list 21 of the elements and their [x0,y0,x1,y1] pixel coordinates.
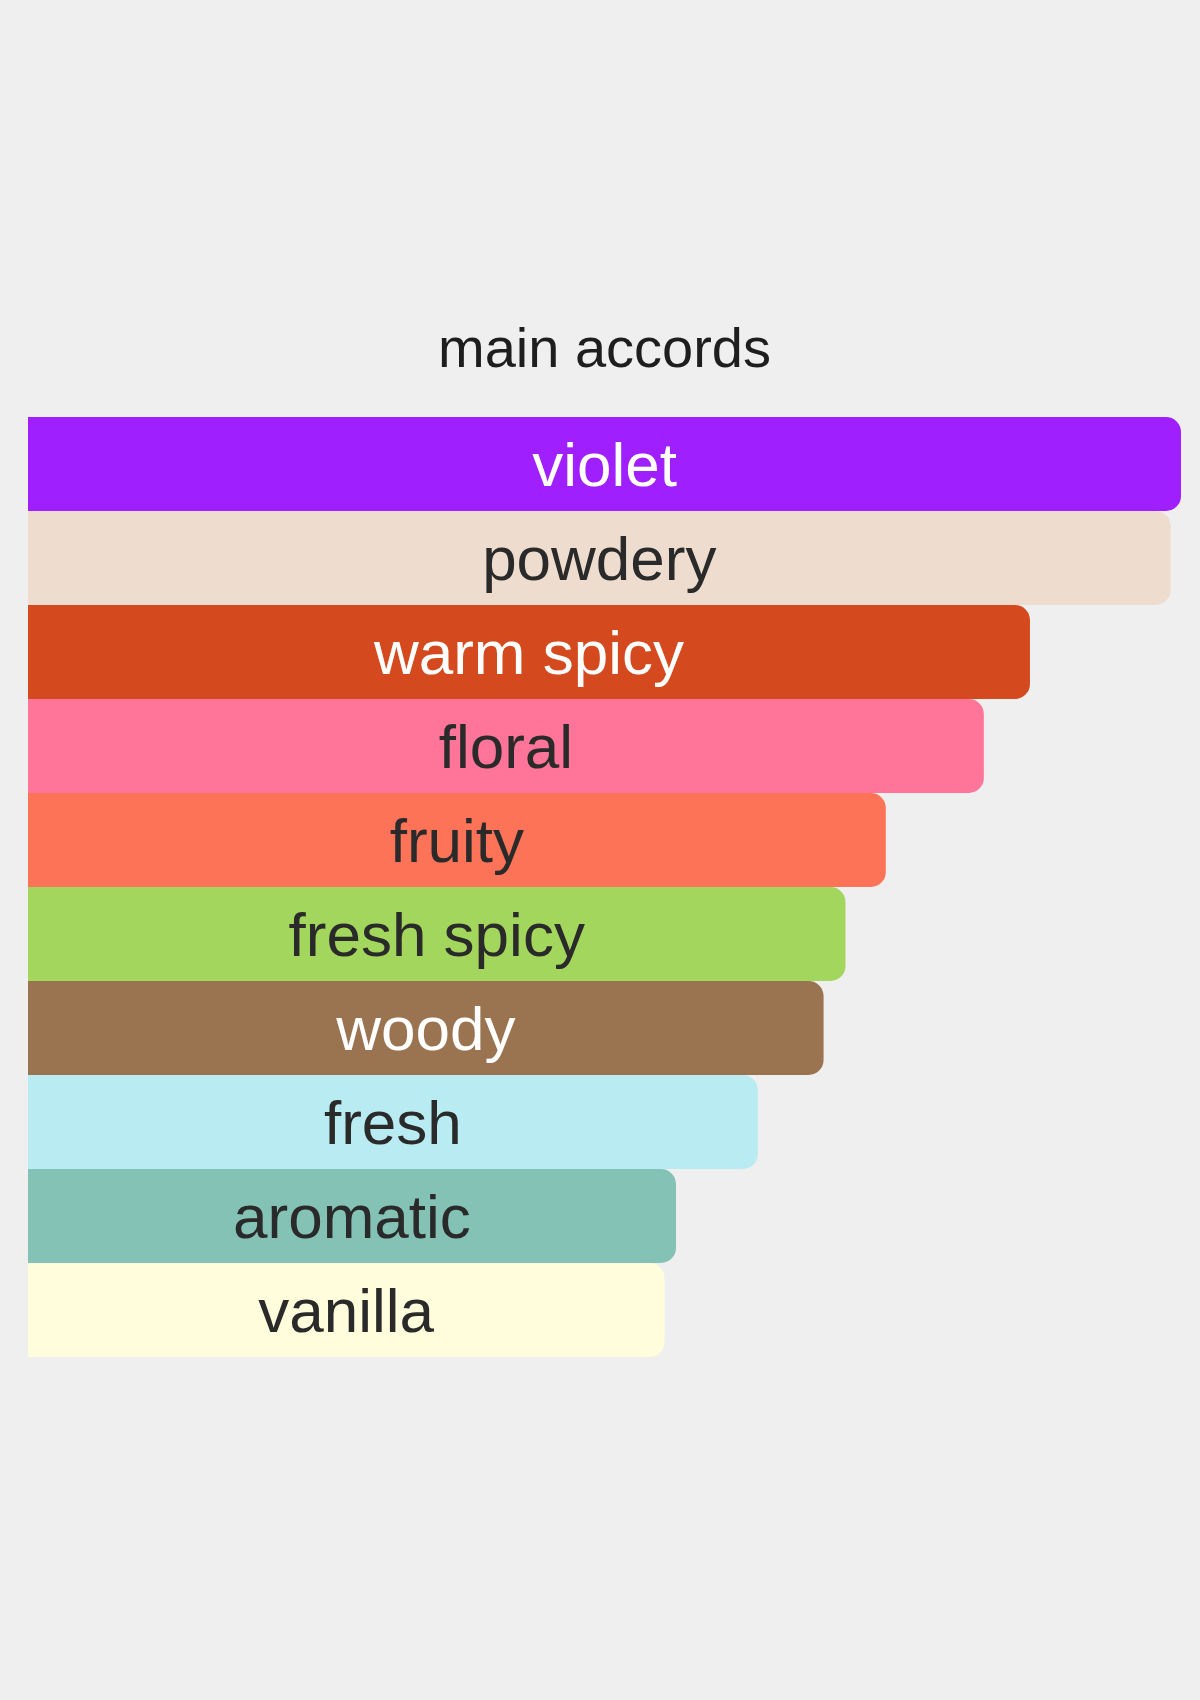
y-tick-label: fresh [324,1087,462,1157]
bar [28,1263,665,1357]
y-tick-label: fruity [389,805,525,875]
y-tick-label: powdery [482,523,717,593]
y-tick-label: warm spicy [372,617,684,687]
bar [28,511,1171,605]
bar [28,699,984,793]
bar [28,793,886,887]
chart-title: main accords [437,316,772,379]
bar [28,417,1181,511]
y-tick-label: floral [438,711,574,781]
y-tick-label: violet [532,429,677,499]
bar [28,887,846,981]
bar [28,1169,676,1263]
y-tick-label: vanilla [258,1275,435,1345]
bar [28,605,1030,699]
y-tick-label: woody [335,993,516,1063]
bar [28,1075,758,1169]
y-tick-label: fresh spicy [288,899,585,969]
y-tick-label: aromatic [233,1181,471,1251]
bar [28,981,824,1075]
